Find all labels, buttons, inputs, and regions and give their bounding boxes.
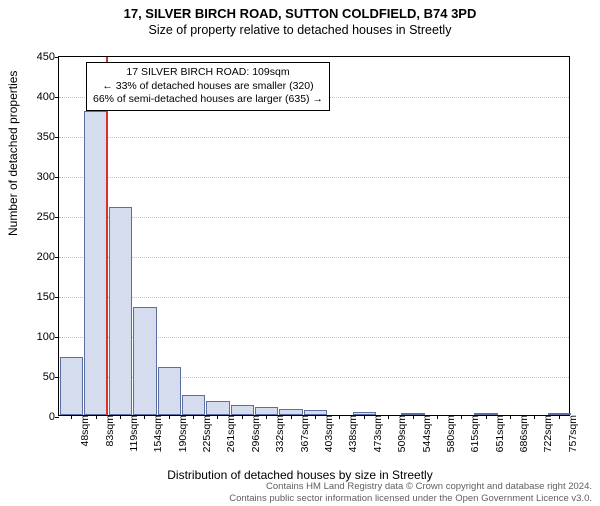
y-tick-label: 0 bbox=[49, 411, 59, 423]
footer: Contains HM Land Registry data © Crown c… bbox=[0, 481, 592, 504]
x-tick bbox=[339, 415, 340, 419]
histogram-bar bbox=[255, 407, 278, 415]
x-tick-label: 225sqm bbox=[197, 415, 213, 452]
y-tick-label: 100 bbox=[37, 331, 59, 343]
x-tick-label: 757sqm bbox=[563, 415, 579, 452]
legend-box: 17 SILVER BIRCH ROAD: 109sqm ← 33% of de… bbox=[86, 62, 330, 111]
x-tick-label: 367sqm bbox=[295, 415, 311, 452]
gridline bbox=[59, 217, 569, 218]
histogram-bar bbox=[133, 307, 156, 415]
legend-line-3: 66% of semi-detached houses are larger (… bbox=[93, 93, 323, 107]
x-tick-label: 686sqm bbox=[514, 415, 530, 452]
histogram-bar bbox=[109, 207, 132, 415]
x-tick-label: 580sqm bbox=[441, 415, 457, 452]
x-tick bbox=[559, 415, 560, 419]
y-tick-label: 200 bbox=[37, 251, 59, 263]
y-axis-title: Number of detached properties bbox=[6, 71, 20, 236]
gridline bbox=[59, 137, 569, 138]
x-tick-label: 473sqm bbox=[368, 415, 384, 452]
x-tick bbox=[534, 415, 535, 419]
x-tick bbox=[71, 415, 72, 419]
x-axis-title: Distribution of detached houses by size … bbox=[0, 468, 600, 482]
gridline bbox=[59, 257, 569, 258]
x-tick-label: 83sqm bbox=[100, 415, 116, 447]
x-tick bbox=[144, 415, 145, 419]
y-tick-label: 250 bbox=[37, 211, 59, 223]
x-tick bbox=[242, 415, 243, 419]
x-tick bbox=[364, 415, 365, 419]
x-tick bbox=[96, 415, 97, 419]
x-tick bbox=[217, 415, 218, 419]
gridline bbox=[59, 297, 569, 298]
x-tick-label: 48sqm bbox=[75, 415, 91, 447]
histogram-bar bbox=[182, 395, 205, 415]
chart: 05010015020025030035040045048sqm83sqm119… bbox=[58, 56, 570, 416]
x-tick bbox=[486, 415, 487, 419]
y-tick-label: 450 bbox=[37, 51, 59, 63]
x-tick-label: 332sqm bbox=[270, 415, 286, 452]
x-tick bbox=[193, 415, 194, 419]
histogram-bar bbox=[158, 367, 181, 415]
x-tick bbox=[413, 415, 414, 419]
x-tick bbox=[315, 415, 316, 419]
x-tick bbox=[437, 415, 438, 419]
x-tick-label: 722sqm bbox=[538, 415, 554, 452]
x-tick-label: 438sqm bbox=[343, 415, 359, 452]
x-tick bbox=[510, 415, 511, 419]
x-tick bbox=[388, 415, 389, 419]
x-tick bbox=[266, 415, 267, 419]
page-subtitle: Size of property relative to detached ho… bbox=[0, 23, 600, 37]
x-tick-label: 509sqm bbox=[392, 415, 408, 452]
x-tick-label: 154sqm bbox=[148, 415, 164, 452]
x-tick-label: 296sqm bbox=[246, 415, 262, 452]
x-tick bbox=[120, 415, 121, 419]
histogram-bar bbox=[206, 401, 229, 415]
x-tick-label: 615sqm bbox=[465, 415, 481, 452]
footer-line-1: Contains HM Land Registry data © Crown c… bbox=[0, 481, 592, 492]
legend-line-1: 17 SILVER BIRCH ROAD: 109sqm bbox=[93, 66, 323, 80]
y-tick-label: 50 bbox=[43, 371, 59, 383]
footer-line-2: Contains public sector information licen… bbox=[0, 493, 592, 504]
x-tick bbox=[461, 415, 462, 419]
y-tick-label: 350 bbox=[37, 131, 59, 143]
gridline bbox=[59, 177, 569, 178]
histogram-bar bbox=[60, 357, 83, 415]
x-tick bbox=[291, 415, 292, 419]
y-tick-label: 300 bbox=[37, 171, 59, 183]
y-tick-label: 150 bbox=[37, 291, 59, 303]
x-tick-label: 651sqm bbox=[490, 415, 506, 452]
page-title: 17, SILVER BIRCH ROAD, SUTTON COLDFIELD,… bbox=[0, 6, 600, 21]
legend-line-2: ← 33% of detached houses are smaller (32… bbox=[93, 80, 323, 94]
x-tick-label: 261sqm bbox=[221, 415, 237, 452]
x-tick-label: 403sqm bbox=[319, 415, 335, 452]
x-tick bbox=[169, 415, 170, 419]
histogram-bar bbox=[231, 405, 254, 415]
histogram-bar bbox=[84, 111, 107, 415]
x-tick-label: 544sqm bbox=[417, 415, 433, 452]
x-tick-label: 190sqm bbox=[173, 415, 189, 452]
x-tick-label: 119sqm bbox=[124, 415, 140, 452]
y-tick-label: 400 bbox=[37, 91, 59, 103]
